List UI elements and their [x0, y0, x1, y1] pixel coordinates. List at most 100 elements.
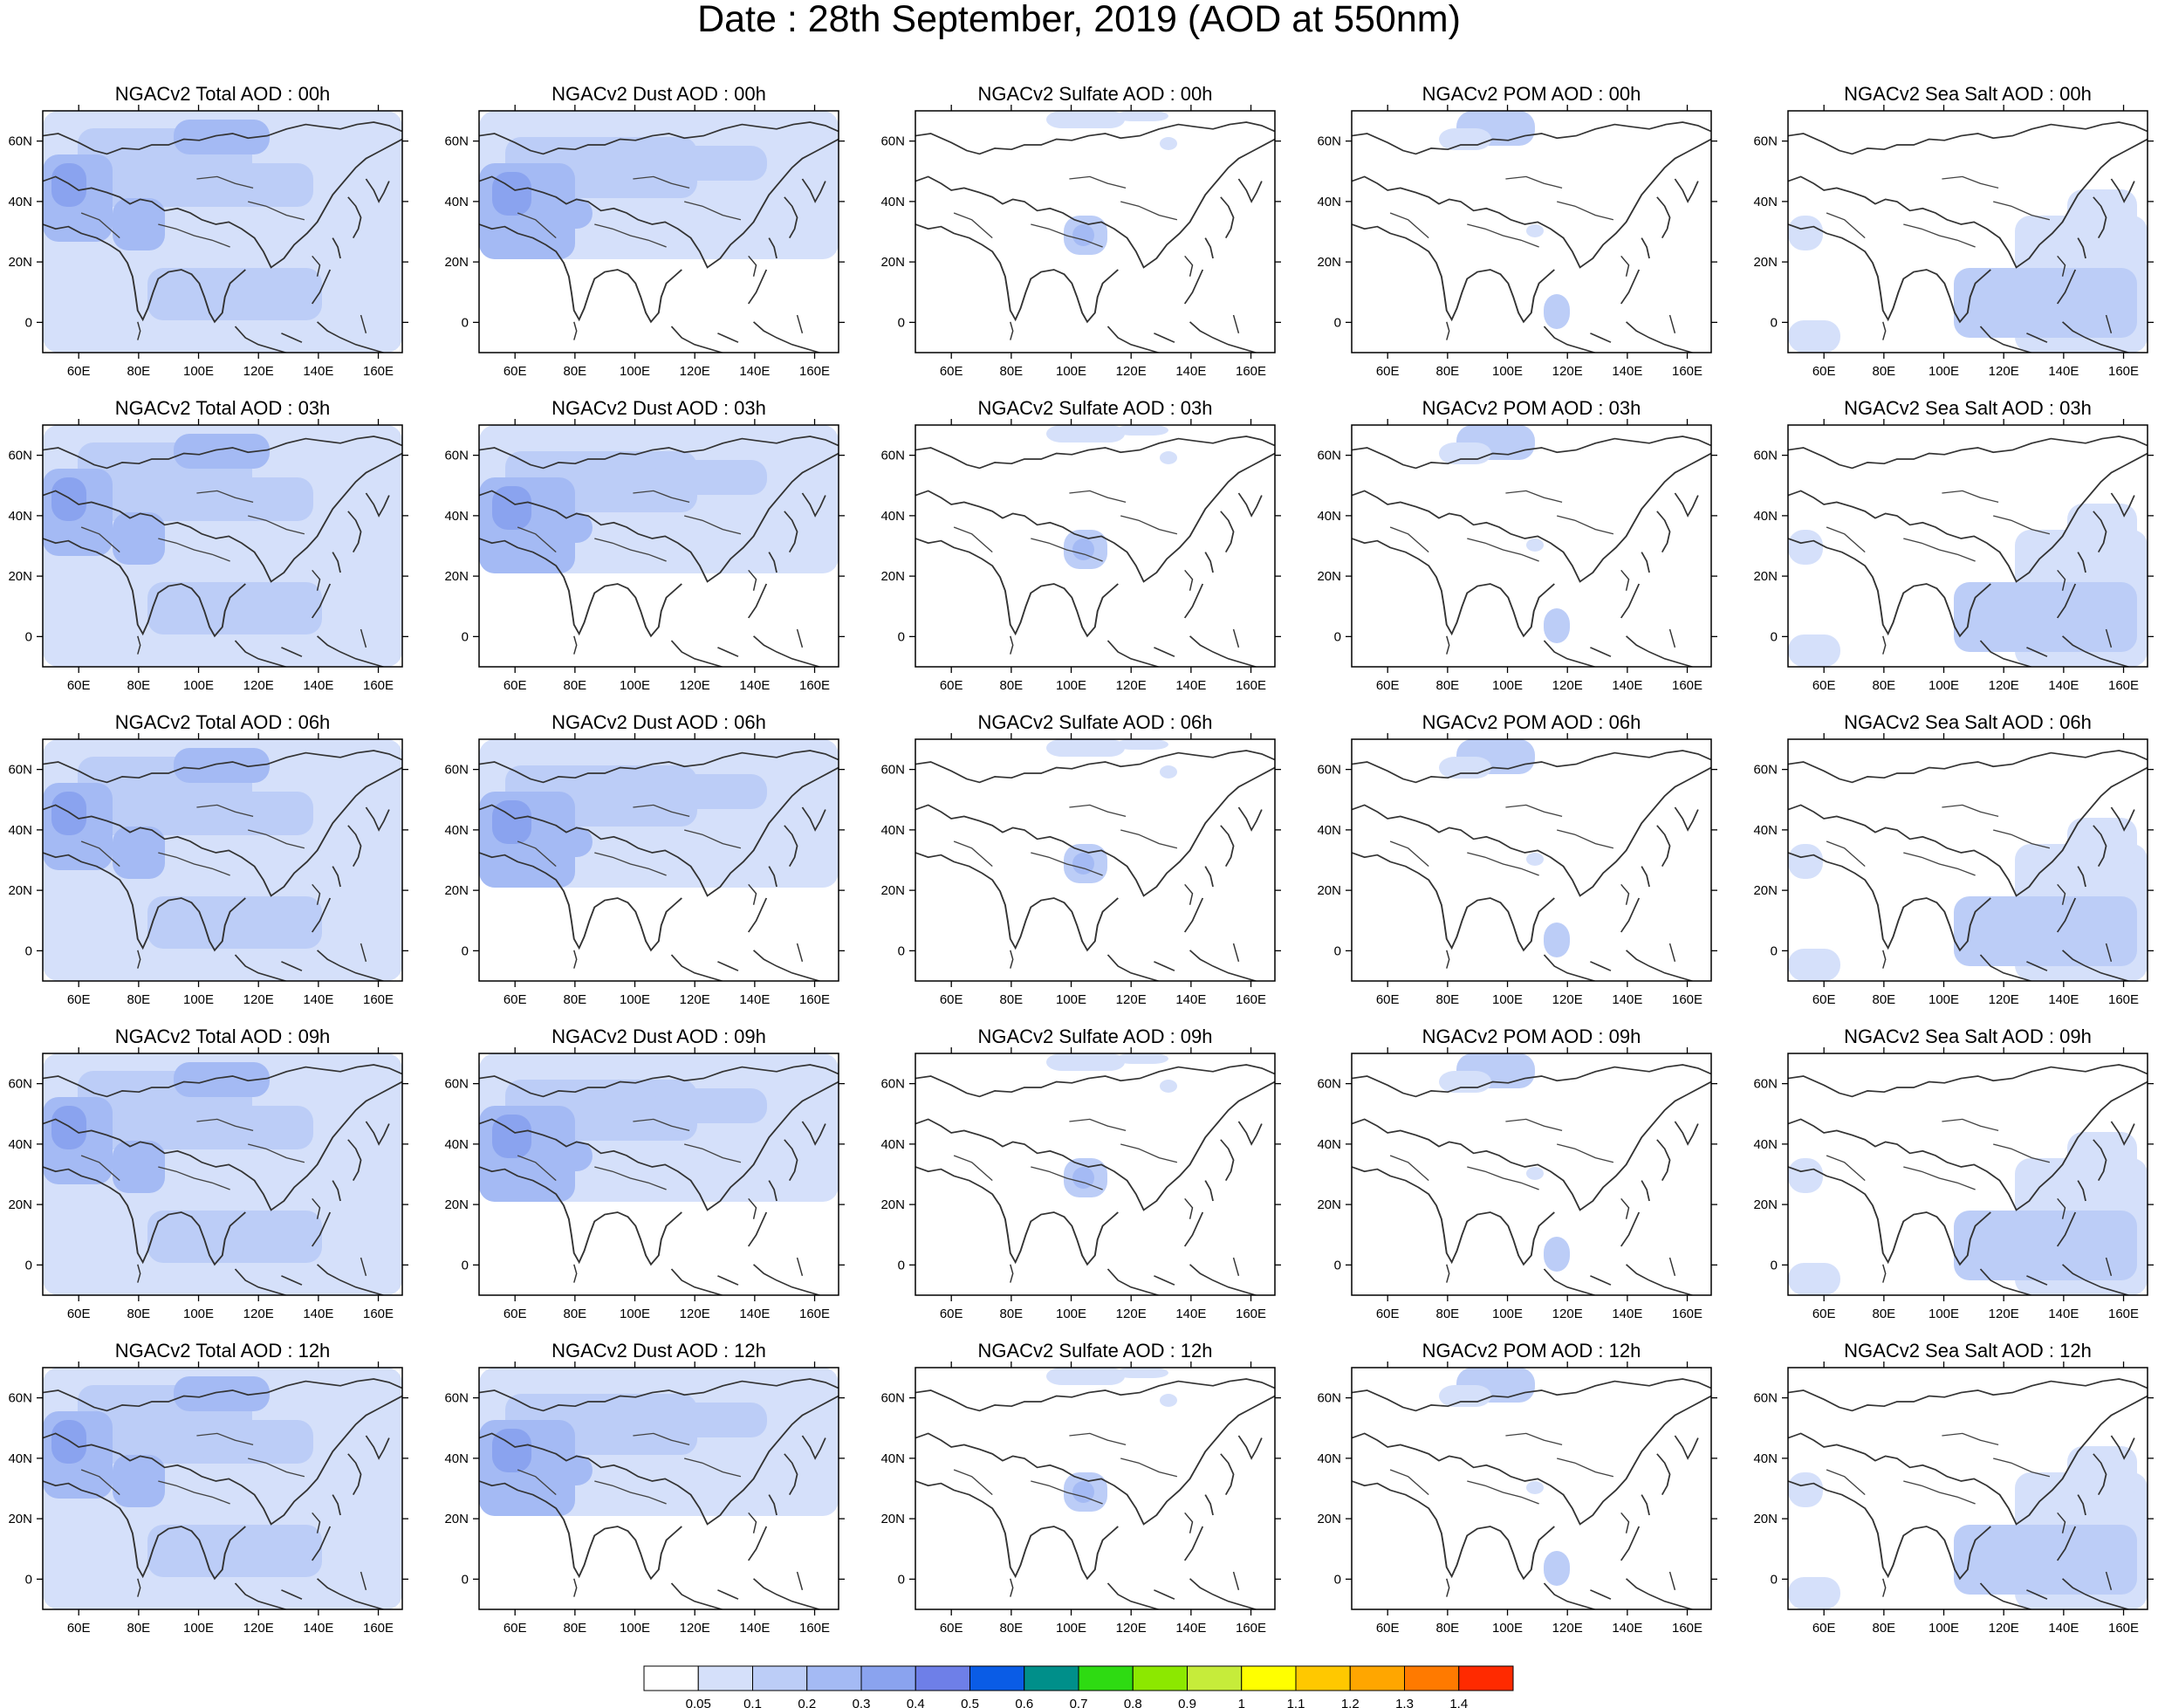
- lat-tick-label: 20N: [444, 883, 469, 898]
- aod-shading: [1116, 739, 1168, 750]
- lat-tick-label: 20N: [880, 1512, 905, 1526]
- lon-tick-label: 100E: [620, 1307, 650, 1321]
- colorbar-label: 1: [1238, 1697, 1245, 1708]
- lon-tick-label: 120E: [243, 678, 274, 693]
- lon-tick-label: 120E: [1989, 678, 2019, 693]
- lat-tick-label: 20N: [1317, 569, 1341, 584]
- lon-tick-label: 60E: [504, 1621, 527, 1636]
- map-panel: NGACv2 Dust AOD : 09h 60E 80E 100E 120E 140E 1…: [444, 1025, 845, 1321]
- aod-shading: [174, 1062, 270, 1097]
- aod-shading: [654, 460, 767, 495]
- lon-tick-label: 80E: [1000, 1621, 1024, 1636]
- lon-tick-label: 100E: [620, 678, 650, 693]
- aod-shading: [1526, 538, 1544, 552]
- colorbar-label: 0.3: [853, 1697, 871, 1708]
- lon-tick-label: 160E: [1672, 364, 1702, 379]
- aod-shading: [2067, 818, 2137, 870]
- lon-tick-label: 120E: [680, 1307, 710, 1321]
- lat-tick-label: 60N: [880, 449, 905, 463]
- lat-tick-label: 20N: [8, 1197, 32, 1212]
- lon-tick-label: 140E: [303, 992, 333, 1007]
- lon-tick-label: 60E: [1376, 678, 1400, 693]
- aod-shading: [1160, 765, 1177, 779]
- colorbar-swatch: [806, 1665, 862, 1691]
- colorbar-swatch: [915, 1665, 970, 1691]
- aod-shading: [174, 434, 270, 469]
- lat-tick-label: 20N: [1753, 883, 1778, 898]
- lon-tick-label: 100E: [1056, 364, 1086, 379]
- lon-tick-label: 80E: [564, 364, 587, 379]
- map-panel: NGACv2 Total AOD : 12h 60E 80E 100E 120E 140E…: [8, 1340, 408, 1636]
- lon-tick-label: 140E: [739, 364, 770, 379]
- lat-tick-label: 0: [1334, 315, 1341, 330]
- lon-tick-label: 140E: [303, 1307, 333, 1321]
- lon-tick-label: 160E: [363, 678, 394, 693]
- lon-tick-label: 80E: [127, 1621, 151, 1636]
- map-panel: NGACv2 Sea Salt AOD : 03h 60E 80E 100E 120E 1…: [1753, 397, 2154, 693]
- panel-title: NGACv2 Sulfate AOD : 06h: [977, 711, 1212, 733]
- aod-shading: [1046, 425, 1125, 442]
- aod-shading: [113, 1141, 165, 1193]
- lat-tick-label: 60N: [8, 449, 32, 463]
- lon-tick-label: 80E: [1873, 992, 1896, 1007]
- colorbar-label: 0.7: [1070, 1697, 1088, 1708]
- lat-tick-label: 60N: [1753, 449, 1778, 463]
- lon-tick-label: 100E: [183, 364, 214, 379]
- colorbar-label: 0.2: [798, 1697, 816, 1708]
- aod-shading: [1160, 1394, 1177, 1407]
- aod-shading: [1072, 1167, 1094, 1189]
- aod-shading: [1544, 923, 1570, 957]
- colorbar-swatch: [1024, 1665, 1079, 1691]
- lon-tick-label: 160E: [1672, 1621, 1702, 1636]
- lat-tick-label: 0: [25, 1572, 32, 1587]
- colorbar-label: 0.8: [1124, 1697, 1142, 1708]
- lon-tick-label: 160E: [1236, 364, 1266, 379]
- aod-shading: [492, 1429, 531, 1472]
- aod-shading: [1788, 320, 1840, 353]
- lon-tick-label: 80E: [1436, 1621, 1460, 1636]
- map-frame: [915, 1367, 1276, 1610]
- map-frame: [1351, 1053, 1712, 1296]
- lat-tick-label: 60N: [1317, 134, 1341, 149]
- lat-tick-label: 0: [462, 629, 469, 644]
- lon-tick-label: 140E: [739, 1307, 770, 1321]
- aod-shading: [558, 1455, 593, 1485]
- aod-shading: [147, 1211, 322, 1263]
- aod-shading: [200, 792, 313, 835]
- aod-shading: [558, 198, 593, 229]
- lat-tick-label: 60N: [880, 1077, 905, 1092]
- lon-tick-label: 60E: [1812, 364, 1836, 379]
- lon-tick-label: 60E: [1376, 364, 1400, 379]
- lon-tick-label: 120E: [680, 1621, 710, 1636]
- aod-shading: [200, 477, 313, 521]
- lon-tick-label: 140E: [2048, 1621, 2079, 1636]
- lat-tick-label: 20N: [444, 1512, 469, 1526]
- lon-tick-label: 100E: [1492, 364, 1523, 379]
- aod-shading: [51, 1420, 86, 1464]
- lat-tick-label: 40N: [8, 823, 32, 838]
- lon-tick-label: 120E: [1989, 992, 2019, 1007]
- lon-tick-label: 160E: [1672, 1307, 1702, 1321]
- map-panel: NGACv2 Sea Salt AOD : 00h 60E 80E 100E 120E 1…: [1753, 83, 2154, 379]
- lon-tick-label: 100E: [620, 364, 650, 379]
- lon-tick-label: 140E: [1612, 1307, 1642, 1321]
- lon-tick-label: 80E: [1873, 364, 1896, 379]
- colorbar-label: 1.3: [1395, 1697, 1414, 1708]
- map-panel: NGACv2 Sulfate AOD : 12h 60E 80E 100E 120E 14…: [880, 1340, 1281, 1636]
- map-frame: [1787, 738, 2148, 982]
- lat-tick-label: 60N: [1317, 1077, 1341, 1092]
- lat-tick-label: 40N: [880, 1137, 905, 1152]
- aod-shading: [1544, 294, 1570, 329]
- lon-tick-label: 120E: [680, 992, 710, 1007]
- panel-title: NGACv2 Dust AOD : 06h: [551, 711, 766, 733]
- lon-tick-label: 60E: [940, 1307, 963, 1321]
- colorbar-label: 0.4: [907, 1697, 925, 1708]
- lon-tick-label: 60E: [1812, 1621, 1836, 1636]
- map-panel: NGACv2 Sea Salt AOD : 12h 60E 80E 100E 120E 1…: [1753, 1340, 2154, 1636]
- lat-tick-label: 40N: [880, 195, 905, 209]
- lon-tick-label: 120E: [1116, 1307, 1147, 1321]
- lon-tick-label: 80E: [1436, 364, 1460, 379]
- aod-shading: [1544, 1237, 1570, 1272]
- lon-tick-label: 160E: [363, 1307, 394, 1321]
- lon-tick-label: 120E: [243, 364, 274, 379]
